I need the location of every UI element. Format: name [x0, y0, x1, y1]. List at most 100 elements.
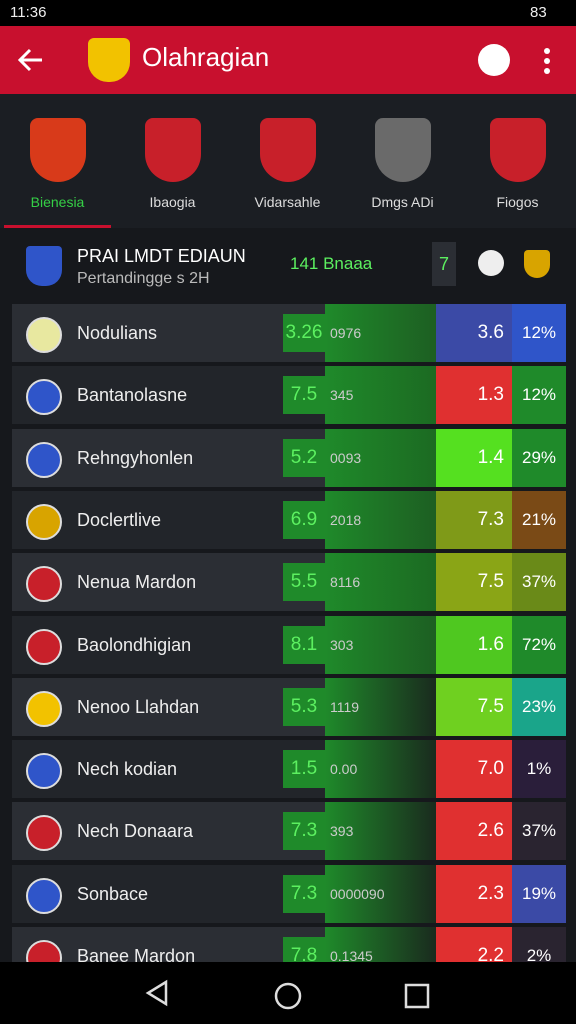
- team-code: 0.1345: [330, 948, 373, 964]
- team-percent: 37%: [512, 553, 566, 612]
- team-score: 1.5: [283, 750, 325, 789]
- ball-icon[interactable]: [478, 44, 510, 76]
- tab-crest: [145, 118, 201, 182]
- team-code: 345: [330, 387, 354, 404]
- summary-row: PRAI LMDT EDIAUN Pertandingge s 2H 141 B…: [12, 236, 566, 296]
- team-logo: [26, 753, 62, 790]
- team-name: Nodulians: [77, 323, 158, 343]
- team-percent: 19%: [512, 864, 566, 923]
- score-bar: [325, 677, 437, 736]
- tab[interactable]: Ibaogia: [115, 94, 230, 228]
- nav-home[interactable]: [274, 982, 302, 1010]
- score-bar: [325, 428, 437, 487]
- tab[interactable]: Bienesia: [0, 94, 115, 228]
- tab[interactable]: Vidarsahle: [230, 94, 345, 228]
- table-row[interactable]: Doclertlive 6.9 2018 7.3 21%: [12, 490, 566, 549]
- table-row[interactable]: Bantanolasne 7.5 345 1.3 12%: [12, 366, 566, 425]
- team-score: 5.2: [283, 438, 325, 477]
- nav-back[interactable]: [145, 979, 168, 1007]
- menu-button[interactable]: [540, 46, 554, 76]
- team-logo: [26, 690, 62, 727]
- table-row[interactable]: Nenoo Llahdan 5.3 1119 7.5 23%: [12, 677, 566, 736]
- team-name: Nenua Mardon: [77, 572, 197, 593]
- team-value-text: 1.3: [477, 384, 504, 406]
- tab-label: Vidarsahle: [254, 194, 321, 210]
- team-code: 2018: [330, 511, 362, 528]
- nav-bar: [0, 962, 576, 1024]
- table-row[interactable]: Nodulians 3.26 0976 3.6 12%: [12, 304, 566, 362]
- team-value-text: 1.4: [477, 446, 504, 468]
- team-value: 3.6: [436, 304, 512, 362]
- team-code: 0093: [330, 449, 362, 466]
- table-row[interactable]: Sonbace 7.3 0000090 2.3 19%: [12, 864, 566, 923]
- score-bar: [325, 802, 437, 861]
- team-value-text: 1.6: [477, 633, 504, 655]
- team-name: Nenoo Llahdan: [77, 696, 200, 717]
- team-code: 8116: [330, 574, 361, 591]
- score-bar: [325, 366, 437, 425]
- team-logo: [26, 317, 62, 353]
- tab[interactable]: Dmgs ADi: [345, 94, 460, 228]
- team-score: 6.9: [283, 500, 325, 539]
- table-row[interactable]: Baolondhigian 8.1 303 1.6 72%: [12, 615, 566, 674]
- team-value-text: 2.3: [477, 882, 504, 904]
- score-bar: [325, 864, 437, 923]
- tab-crest: [490, 118, 546, 182]
- team-name: Nech kodian: [77, 759, 178, 780]
- tab-crest: [260, 118, 316, 182]
- team-code: 303: [330, 636, 354, 653]
- tab-crest: [30, 118, 86, 182]
- team-code: 1119: [330, 698, 360, 715]
- team-score: 3.26: [283, 314, 325, 352]
- table-row[interactable]: Nenua Mardon 5.5 8116 7.5 37%: [12, 553, 566, 612]
- team-logo: [26, 815, 62, 852]
- team-logo: [26, 441, 62, 478]
- table-row[interactable]: Rehngyhonlen 5.2 0093 1.4 29%: [12, 428, 566, 487]
- score-bar: [325, 615, 437, 674]
- team-value: 2.3: [436, 864, 512, 923]
- summary-logo: [26, 246, 62, 286]
- team-code: 0.00: [330, 761, 358, 778]
- table-row[interactable]: Nech Donaara 7.3 393 2.6 37%: [12, 802, 566, 861]
- team-code: 393: [330, 823, 354, 840]
- tab[interactable]: Fiogos: [460, 94, 575, 228]
- table-row[interactable]: Nech kodian 1.5 0.00 7.0 1%: [12, 740, 566, 799]
- nav-buttons: [145, 979, 430, 1010]
- team-score: 7.5: [283, 376, 325, 415]
- app-title: Olahragian: [142, 42, 270, 72]
- tab-crest: [375, 118, 431, 182]
- nav-recent[interactable]: [404, 983, 430, 1009]
- tab-label: Fiogos: [496, 194, 539, 210]
- team-value-text: 2.2: [477, 945, 504, 966]
- team-name: Doclertlive: [77, 509, 162, 530]
- team-value: 1.4: [436, 428, 512, 487]
- team-name: Banee Mardon: [77, 946, 196, 966]
- status-battery: 83: [530, 4, 547, 21]
- score-bar: [325, 553, 437, 612]
- team-score: 7.3: [283, 874, 325, 913]
- team-logo: [26, 877, 62, 914]
- team-percent: 29%: [512, 428, 566, 487]
- team-percent: 37%: [512, 802, 566, 861]
- team-score: 8.1: [283, 625, 325, 664]
- team-code: 0000090: [330, 885, 385, 902]
- team-logo: [26, 566, 62, 603]
- team-name: Sonbace: [77, 883, 149, 904]
- team-value: 7.0: [436, 740, 512, 799]
- tab-label: Ibaogia: [149, 194, 196, 210]
- summary-badge: 7: [432, 242, 456, 286]
- team-value-text: 7.3: [477, 508, 504, 530]
- team-score: 5.3: [283, 687, 325, 726]
- back-button[interactable]: [16, 46, 46, 74]
- tab-label: Dmgs ADi: [371, 194, 434, 210]
- home-ball: [478, 250, 504, 276]
- score-bar: [325, 490, 437, 549]
- team-value: 7.5: [436, 677, 512, 736]
- summary-subtitle: Pertandingge s 2H: [77, 270, 210, 287]
- team-name: Rehngyhonlen: [77, 447, 194, 468]
- score-bar: [325, 304, 437, 362]
- team-percent: 72%: [512, 615, 566, 674]
- team-value: 7.3: [436, 490, 512, 549]
- team-percent: 1%: [512, 740, 566, 799]
- away-crest: [524, 250, 550, 278]
